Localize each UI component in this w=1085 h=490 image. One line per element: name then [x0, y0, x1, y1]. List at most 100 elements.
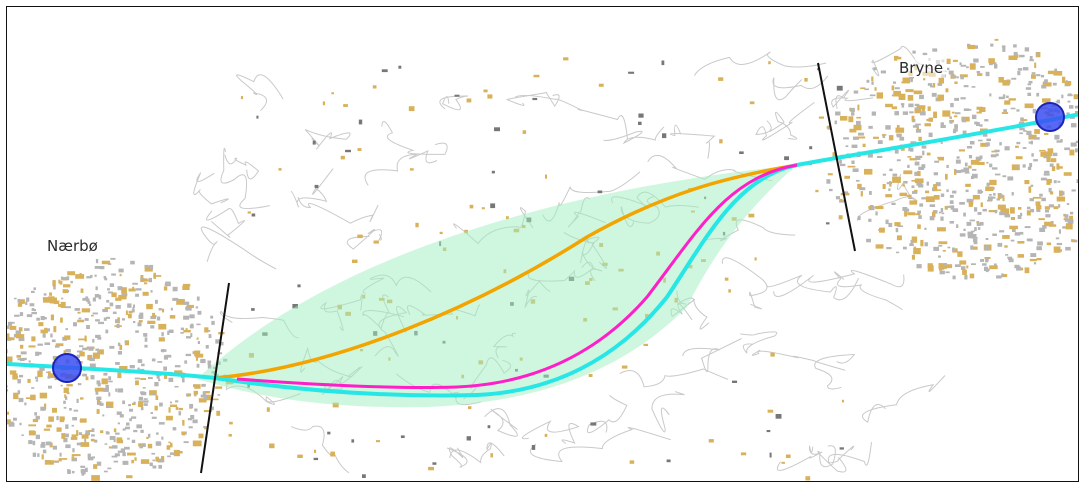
street-fragment	[1017, 71, 1021, 76]
street-fragment	[105, 384, 109, 389]
building-block	[856, 116, 862, 119]
building-block	[44, 327, 48, 330]
street-fragment	[1016, 109, 1020, 112]
building-block	[916, 126, 919, 131]
street-fragment	[115, 388, 118, 392]
building-block	[168, 441, 171, 444]
building-block	[1024, 180, 1030, 185]
street-fragment	[69, 408, 72, 411]
building-block	[980, 202, 983, 208]
building-block	[958, 149, 965, 152]
street-fragment	[851, 160, 855, 164]
building-block	[7, 419, 11, 425]
building-block	[168, 407, 171, 413]
street-fragment	[995, 153, 999, 157]
street-fragment	[960, 97, 966, 100]
street-fragment	[132, 282, 138, 285]
map-canvas[interactable]	[7, 7, 1079, 482]
street-fragment	[1069, 211, 1074, 215]
street-fragment	[1064, 147, 1070, 151]
street-fragment	[189, 314, 195, 319]
rural-building	[545, 174, 547, 179]
station-circle-icon[interactable]	[52, 353, 82, 383]
street-fragment	[111, 455, 118, 458]
street-fragment	[954, 264, 961, 267]
street-fragment	[1013, 51, 1018, 56]
street-fragment	[911, 185, 915, 189]
building-block	[117, 372, 122, 379]
building-block	[7, 356, 13, 363]
street-fragment	[28, 440, 33, 445]
street-fragment	[929, 204, 936, 207]
street-fragment	[1027, 166, 1032, 170]
building-block	[166, 445, 171, 450]
street-fragment	[977, 212, 982, 215]
building-block	[1073, 94, 1078, 100]
building-block	[196, 357, 198, 361]
building-block	[58, 458, 68, 460]
rural-building	[531, 445, 536, 450]
building-block	[216, 410, 221, 416]
rural-building	[809, 146, 813, 150]
street-fragment	[1054, 137, 1059, 140]
building-block	[901, 81, 907, 84]
street-fragment	[954, 124, 958, 129]
street-fragment	[174, 385, 179, 388]
street-fragment	[903, 181, 908, 184]
building-block	[1069, 149, 1075, 156]
street-fragment	[970, 245, 974, 250]
street-fragment	[71, 424, 75, 427]
street-fragment	[989, 63, 993, 66]
building-block	[911, 236, 918, 243]
street-fragment	[65, 349, 71, 353]
street-fragment	[94, 439, 98, 443]
route-alternative-orange[interactable]	[214, 163, 798, 380]
street-fragment	[151, 358, 156, 362]
building-block	[30, 394, 36, 401]
street-fragment	[882, 134, 886, 138]
building-block	[203, 410, 212, 413]
street-fragment	[137, 359, 143, 363]
street-fragment	[7, 389, 9, 392]
street-fragment	[17, 379, 21, 384]
street-fragment	[859, 187, 866, 191]
rural-building	[312, 140, 316, 145]
rural-building	[666, 459, 671, 463]
street-fragment	[207, 364, 212, 369]
street-fragment	[87, 301, 91, 304]
station-circle-icon[interactable]	[1035, 102, 1065, 132]
contour-line	[773, 269, 905, 297]
building-block	[932, 211, 936, 218]
building-block	[985, 186, 994, 191]
street-fragment	[1032, 108, 1037, 114]
rural-building	[598, 83, 604, 87]
street-fragment	[120, 448, 125, 453]
street-fragment	[959, 62, 962, 65]
building-block	[91, 314, 94, 317]
street-fragment	[133, 321, 136, 324]
street-fragment	[1022, 164, 1026, 168]
street-fragment	[1036, 246, 1042, 251]
street-fragment	[118, 268, 124, 273]
building-block	[117, 439, 124, 444]
street-fragment	[19, 312, 24, 317]
building-block	[108, 446, 115, 449]
street-fragment	[1076, 179, 1078, 183]
street-fragment	[113, 460, 119, 463]
street-fragment	[886, 247, 892, 250]
route-alternative-magenta[interactable]	[236, 163, 798, 390]
street-fragment	[985, 238, 989, 240]
street-fragment	[174, 365, 181, 368]
building-block	[933, 111, 937, 119]
contour-line	[224, 154, 260, 180]
street-fragment	[974, 121, 978, 125]
street-fragment	[877, 140, 883, 144]
building-block	[917, 170, 921, 177]
street-fragment	[82, 297, 88, 301]
street-fragment	[922, 150, 925, 156]
street-fragment	[41, 441, 46, 446]
building-block	[933, 195, 940, 200]
building-block	[87, 354, 93, 361]
rural-building	[373, 240, 379, 244]
rural-building	[767, 409, 774, 413]
